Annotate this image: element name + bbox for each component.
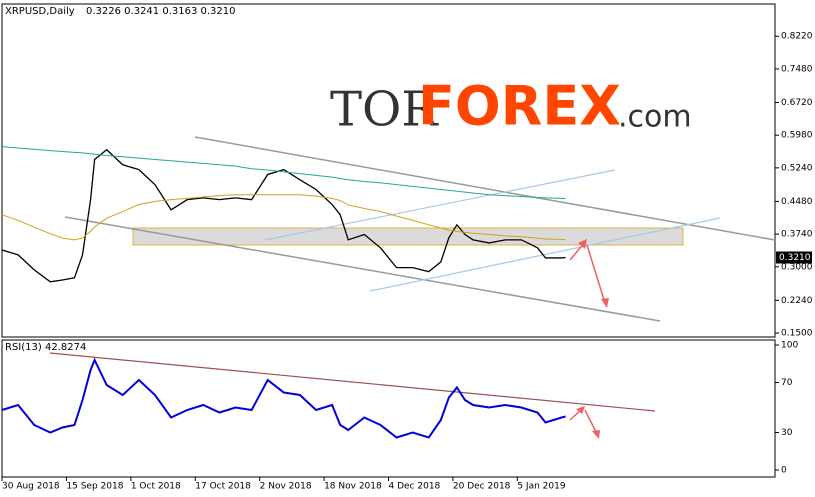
arrow	[584, 409, 598, 435]
price-panel	[1, 3, 776, 338]
brand-com: .com	[618, 100, 692, 135]
y-tick-label: 0.3000	[781, 262, 813, 272]
arrow	[586, 244, 606, 304]
y-tick-label: 0.2240	[781, 296, 813, 306]
x-tick-label: 2 Nov 2018	[260, 482, 312, 492]
arrow-head	[578, 239, 587, 249]
y-tick-label: 30	[781, 428, 793, 438]
arrow-head	[601, 298, 609, 308]
rsi-trend-line	[49, 352, 656, 412]
brand-forex: FOREX	[418, 75, 621, 138]
rsi-panel	[1, 339, 776, 478]
y-tick-label: 0.7480	[781, 64, 813, 74]
annotations	[49, 136, 776, 439]
brand-tor: TOR	[330, 82, 439, 138]
resistance-zone	[132, 227, 684, 246]
y-tick-label: 0.5980	[781, 131, 813, 141]
price-line	[1, 148, 566, 283]
price-tag	[776, 251, 812, 264]
moving-average	[1, 194, 566, 241]
y-tick-label: 0.3740	[781, 230, 813, 240]
trend-line	[369, 217, 721, 292]
y-tick-label: 0.5240	[781, 163, 813, 173]
rsi-title: RSI(13) 42.8274	[5, 342, 86, 353]
x-tick-label: 30 Aug 2018	[2, 482, 60, 492]
y-tick-label: 0.4480	[781, 197, 813, 207]
arrow-head	[576, 406, 585, 414]
x-tick-label: 4 Dec 2018	[389, 482, 441, 492]
channel-line	[194, 136, 776, 241]
x-tick-label: 1 Oct 2018	[131, 482, 181, 492]
y-tick-label: 70	[781, 378, 793, 388]
x-tick-label: 5 Jan 2019	[517, 482, 565, 492]
rsi-line	[1, 357, 566, 439]
arrow-head	[592, 430, 600, 439]
y-tick-label: 100	[781, 341, 798, 351]
ohlc-text: 0.3226 0.3241 0.3163 0.3210	[86, 6, 236, 17]
x-tick-label: 18 Nov 2018	[324, 482, 382, 492]
price-tag-label: 0.3210	[779, 253, 811, 263]
x-tick-label: 15 Sep 2018	[66, 482, 123, 492]
y-tick-label: 0.8220	[781, 32, 813, 42]
y-tick-label: 0	[781, 466, 787, 476]
y-tick-label: 0.1500	[781, 329, 813, 339]
x-tick-label: 20 Dec 2018	[453, 482, 511, 492]
symbol-title: XRPUSD,Daily	[5, 6, 75, 17]
y-tick-label: 0.6720	[781, 98, 813, 108]
channel-line	[64, 216, 661, 322]
moving-average	[1, 146, 566, 199]
trend-line	[264, 169, 616, 241]
x-tick-label: 17 Oct 2018	[195, 482, 251, 492]
